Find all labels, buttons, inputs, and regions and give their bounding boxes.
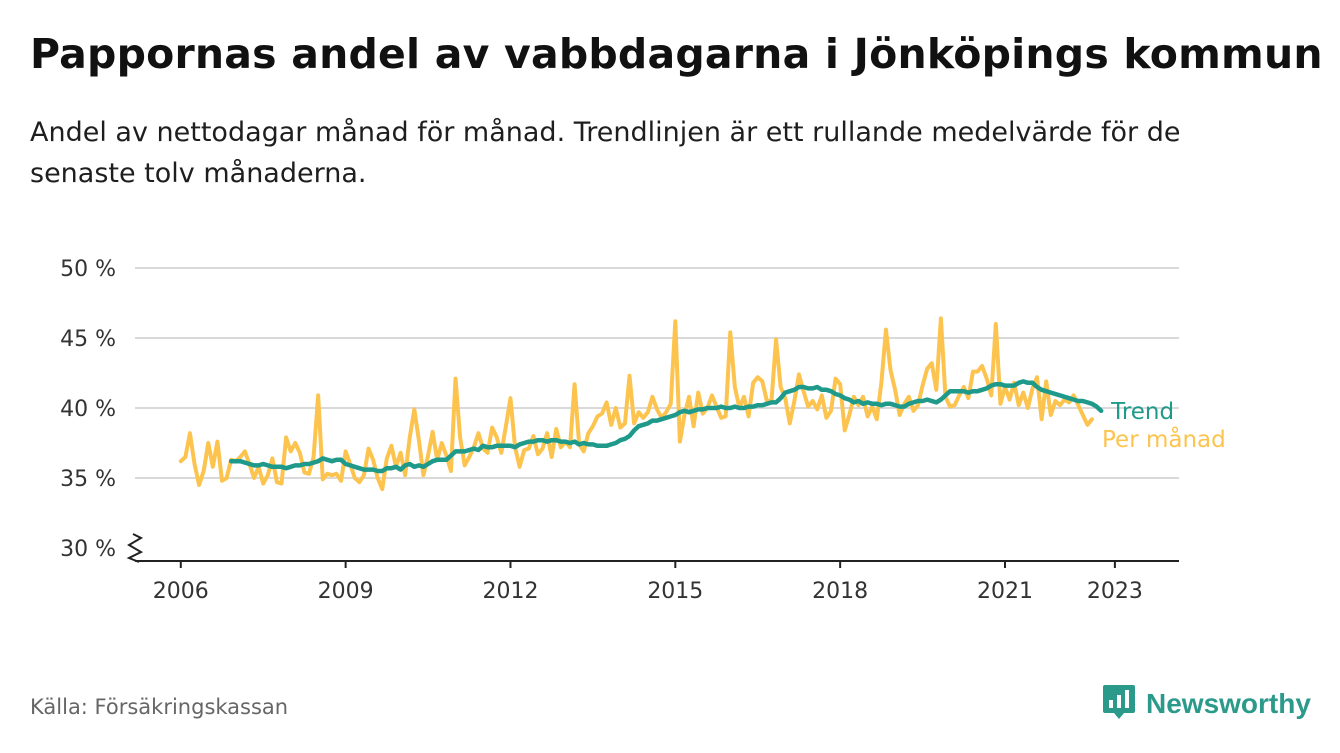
y-tick-label: 40 % — [60, 397, 116, 422]
brand-name: Newsworthy — [1146, 688, 1311, 719]
x-tick-label: 2015 — [647, 579, 703, 604]
line-chart: 30 % 35 % 40 % 45 % 50 % 2006 2009 2012 2015 2018… — [60, 257, 1226, 604]
source-note: Källa: Försäkringskassan — [30, 695, 289, 719]
axis-break-icon — [126, 533, 144, 563]
monthly-line — [178, 316, 1094, 492]
series-lines — [178, 316, 1104, 492]
newsworthy-chart-bubble-icon — [1102, 683, 1136, 725]
axes: 30 % 35 % 40 % 45 % 50 % 2006 2009 2012 2015 2018… — [60, 257, 1179, 604]
series-label-monthly: Per månad — [1102, 425, 1226, 453]
x-tick-label: 2009 — [318, 579, 374, 604]
x-tick-label: 2012 — [482, 579, 538, 604]
y-tick-label: 30 % — [60, 537, 116, 562]
x-tick-label: 2021 — [977, 579, 1033, 604]
x-tick-label: 2018 — [812, 579, 868, 604]
x-tick-label: 2023 — [1087, 579, 1143, 604]
gridlines — [135, 267, 1179, 479]
chart-title: Pappornas andel av vabbdagarna i Jönköpi… — [30, 30, 1323, 78]
y-tick-label: 45 % — [60, 327, 116, 352]
series-label-trend: Trend — [1110, 399, 1174, 425]
x-tick-label: 2006 — [153, 579, 209, 604]
y-tick-label: 50 % — [60, 257, 116, 282]
y-tick-label: 35 % — [60, 467, 116, 492]
chart-subtitle: Andel av nettodagar månad för månad. Tre… — [30, 117, 1181, 189]
trend-line — [228, 379, 1104, 474]
brand-logo[interactable]: Newsworthy — [1102, 683, 1311, 725]
